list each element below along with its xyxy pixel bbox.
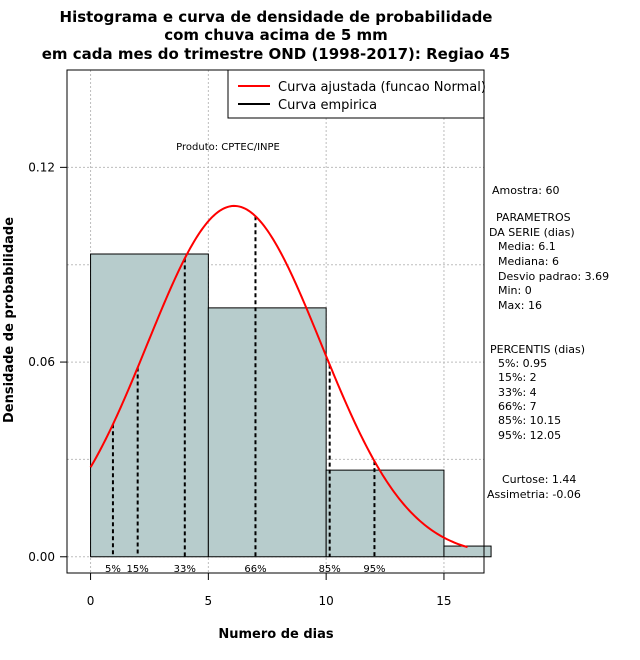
stat-desvio: Desvio padrao: 3.69: [498, 270, 609, 283]
stat-p85: 85%: 10.15: [498, 414, 561, 427]
chart-title-line-2: com chuva acima de 5 mm: [164, 26, 388, 44]
chart-title-line-1: Histograma e curva de densidade de proba…: [60, 8, 493, 26]
histogram-bar-1: [207, 307, 327, 558]
bars-layer: [90, 253, 492, 558]
x-tick-label-3: 15: [436, 594, 451, 608]
stat-assimetria: Assimetria: -0.06: [487, 488, 581, 501]
percentile-label-2: 33%: [174, 564, 196, 575]
y-tick-label-1: 0.06: [28, 355, 55, 369]
percentile-label-4: 85%: [319, 564, 341, 575]
x-axis-label: Numero de dias: [218, 627, 334, 642]
histogram-bar-3: [443, 545, 492, 558]
stats-panel: Amostra: 60 PARAMETROS DA SERIE (dias) M…: [487, 184, 609, 501]
stat-media: Media: 6.1: [498, 240, 556, 253]
legend-label-fitted: Curva ajustada (funcao Normal): [278, 80, 486, 95]
stat-curtose: Curtose: 1.44: [502, 473, 576, 486]
stat-p15: 15%: 2: [498, 371, 537, 384]
stat-parametros-title-1: PARAMETROS: [496, 211, 571, 224]
legend-label-empirical: Curva empirica: [278, 98, 377, 113]
stat-p66: 66%: 7: [498, 400, 537, 413]
x-tick-label-0: 0: [87, 594, 95, 608]
histogram-bar-2: [325, 469, 445, 558]
normal-curve: [89, 204, 468, 549]
stat-max: Max: 16: [498, 299, 542, 312]
percentile-label-3: 66%: [244, 564, 266, 575]
y-tick-label-2: 0.12: [28, 160, 55, 174]
stat-min: Min: 0: [498, 284, 532, 297]
percentile-label-1: 15%: [127, 564, 149, 575]
curve-layer: [89, 204, 468, 549]
percentile-label-5: 95%: [363, 564, 385, 575]
stat-p95: 95%: 12.05: [498, 429, 561, 442]
stat-mediana: Mediana: 6: [498, 255, 559, 268]
x-tick-label-2: 10: [319, 594, 334, 608]
legend: Curva ajustada (funcao Normal) Curva emp…: [227, 69, 486, 119]
chart-title-line-3: em cada mes do trimestre OND (1998-2017)…: [42, 45, 511, 63]
y-axis-label: Densidade de probabilidade: [2, 217, 17, 423]
stat-p5: 5%: 0.95: [498, 357, 547, 370]
percentile-label-0: 5%: [105, 564, 121, 575]
stat-p33: 33%: 4: [498, 386, 537, 399]
histogram-bar-0: [90, 253, 209, 558]
axis-layer: 0 5 10 15 0.00 0.06 0.12: [28, 160, 451, 608]
stat-percentis-title: PERCENTIS (dias): [490, 343, 585, 356]
credit-text: Produto: CPTEC/INPE: [176, 142, 280, 153]
x-tick-label-1: 5: [205, 594, 213, 608]
stat-parametros-title-2: DA SERIE (dias): [489, 226, 575, 239]
y-tick-label-0: 0.00: [28, 550, 55, 564]
percentile-lines-layer: 5% 15% 33% 66% 85% 95%: [105, 216, 386, 575]
stat-amostra: Amostra: 60: [492, 184, 559, 197]
legend-box: [227, 69, 485, 119]
